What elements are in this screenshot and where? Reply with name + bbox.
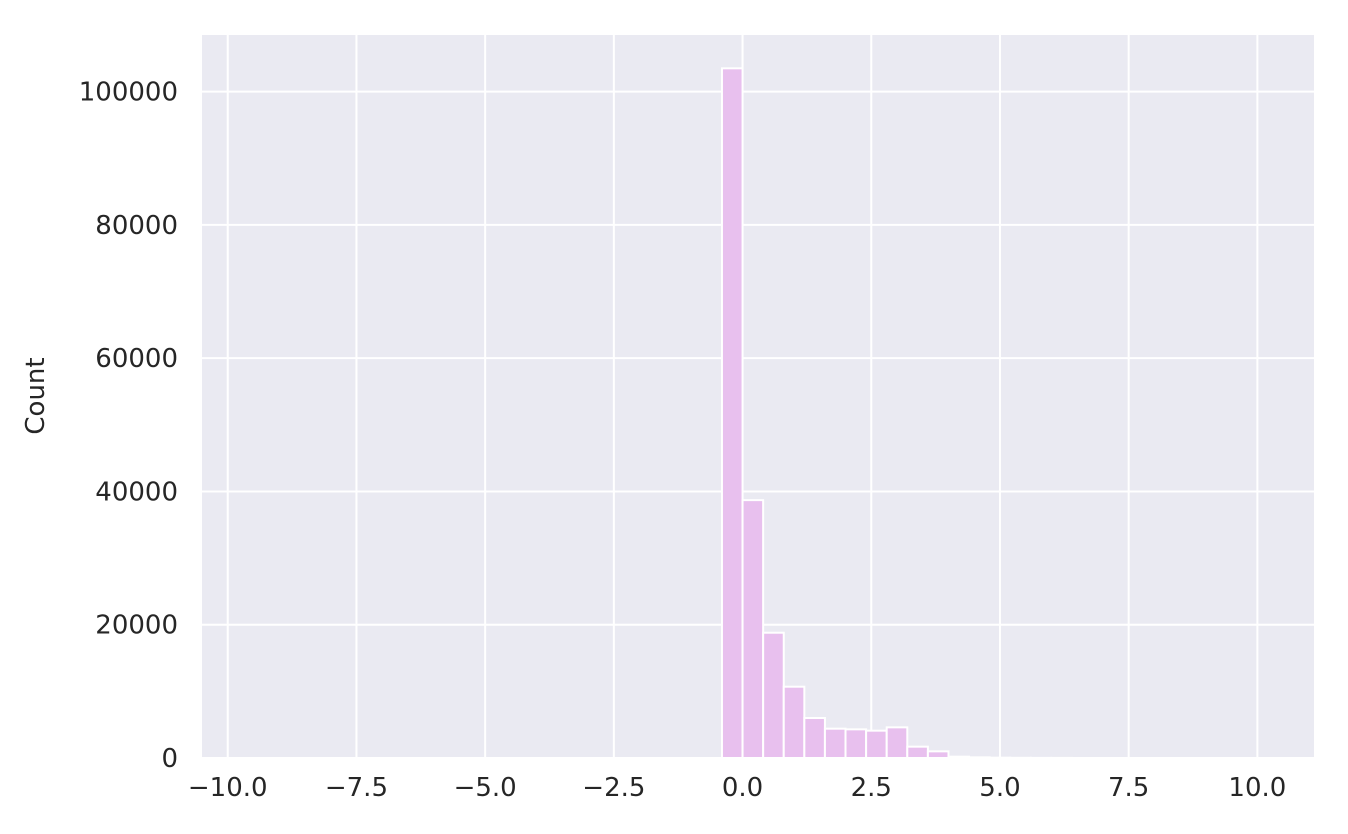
x-tick-label: −5.0 — [454, 773, 517, 803]
histogram-bar — [720, 67, 744, 759]
histogram-bar — [823, 727, 847, 759]
x-axis-tick-labels: −10.0 −7.5 −5.0 −2.5 0.0 2.5 5.0 7.5 10.0 — [188, 773, 1286, 803]
x-tick-label: −10.0 — [188, 773, 268, 803]
y-axis-label: Count — [21, 357, 51, 434]
x-tick-label: 2.5 — [851, 773, 892, 803]
histogram-bar — [762, 631, 785, 759]
histogram-bar — [885, 726, 909, 760]
histogram-bar — [782, 685, 806, 759]
y-axis-tick-labels: 0 20000 40000 60000 80000 100000 — [79, 78, 178, 774]
x-tick-label: 7.5 — [1108, 773, 1149, 803]
y-tick-label: 0 — [161, 744, 178, 774]
histogram-bar — [968, 756, 991, 759]
x-tick-label: −7.5 — [325, 773, 388, 803]
x-tick-label: 5.0 — [979, 773, 1020, 803]
histogram-bar — [803, 717, 826, 759]
y-tick-label: 20000 — [95, 611, 178, 641]
histogram-bars — [720, 67, 1074, 760]
histogram-bar — [844, 728, 868, 760]
y-tick-label: 60000 — [95, 344, 178, 374]
histogram-bar — [741, 499, 765, 759]
x-tick-label: 10.0 — [1228, 773, 1286, 803]
histogram-bar — [865, 729, 888, 759]
x-tick-label: 0.0 — [722, 773, 763, 803]
histogram-bar — [906, 745, 929, 759]
histogram-bar — [926, 750, 950, 760]
y-tick-label: 40000 — [95, 477, 178, 507]
y-tick-label: 80000 — [95, 211, 178, 241]
histogram-bar — [947, 755, 971, 760]
x-tick-label: −2.5 — [582, 773, 645, 803]
y-tick-label: 100000 — [79, 78, 178, 108]
